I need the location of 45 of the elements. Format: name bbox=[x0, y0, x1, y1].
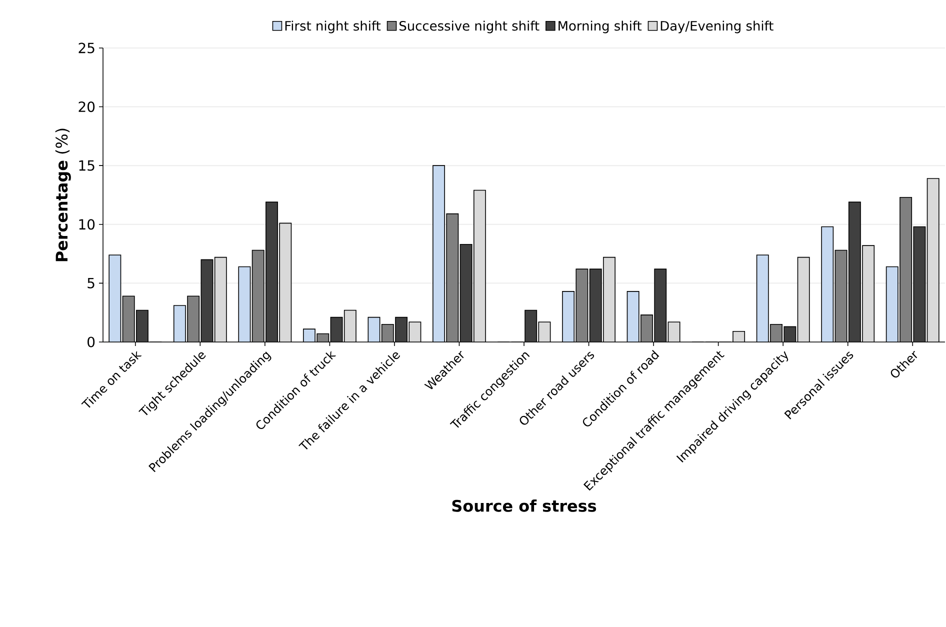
bar bbox=[214, 257, 226, 342]
bar bbox=[382, 324, 394, 342]
bar bbox=[460, 244, 472, 342]
bar bbox=[756, 254, 768, 342]
bar bbox=[862, 246, 874, 342]
bar bbox=[822, 226, 834, 342]
bar bbox=[654, 269, 666, 342]
bar bbox=[798, 257, 810, 342]
bar bbox=[344, 310, 356, 342]
bar bbox=[446, 214, 458, 342]
legend-label: First night shift bbox=[285, 20, 381, 34]
bar bbox=[368, 317, 380, 342]
y-axis-title: Percentage (%) bbox=[55, 128, 71, 262]
bar bbox=[627, 291, 639, 342]
bar bbox=[474, 190, 486, 342]
bar bbox=[252, 250, 264, 342]
bar bbox=[590, 269, 602, 342]
legend-label: Morning shift bbox=[558, 20, 642, 34]
y-tick-label: 25 bbox=[78, 42, 94, 54]
y-tick-label: 15 bbox=[79, 160, 94, 171]
x-axis-title: Source of stress bbox=[452, 500, 596, 512]
bar bbox=[926, 178, 940, 342]
bar bbox=[835, 250, 847, 342]
bar bbox=[122, 296, 134, 342]
bar bbox=[330, 317, 342, 342]
bar bbox=[576, 269, 588, 342]
bar bbox=[886, 266, 898, 342]
y-tick-label: 10 bbox=[79, 219, 95, 230]
bar bbox=[280, 223, 292, 342]
legend-label: Day/Evening shift bbox=[660, 20, 774, 34]
bar bbox=[900, 196, 912, 342]
bar bbox=[201, 260, 213, 342]
y-tick-label: 5 bbox=[88, 278, 94, 288]
bar bbox=[109, 254, 121, 342]
legend-label: Successive night shift bbox=[400, 20, 540, 34]
bar bbox=[432, 166, 445, 342]
bar bbox=[538, 322, 550, 342]
bar bbox=[525, 310, 537, 342]
bar bbox=[668, 322, 680, 342]
bar bbox=[188, 296, 200, 342]
y-tick-label: 0 bbox=[88, 336, 95, 348]
bar bbox=[409, 322, 421, 342]
bar bbox=[913, 226, 926, 342]
bar bbox=[238, 266, 250, 342]
y-tick-label: 20 bbox=[78, 102, 95, 112]
